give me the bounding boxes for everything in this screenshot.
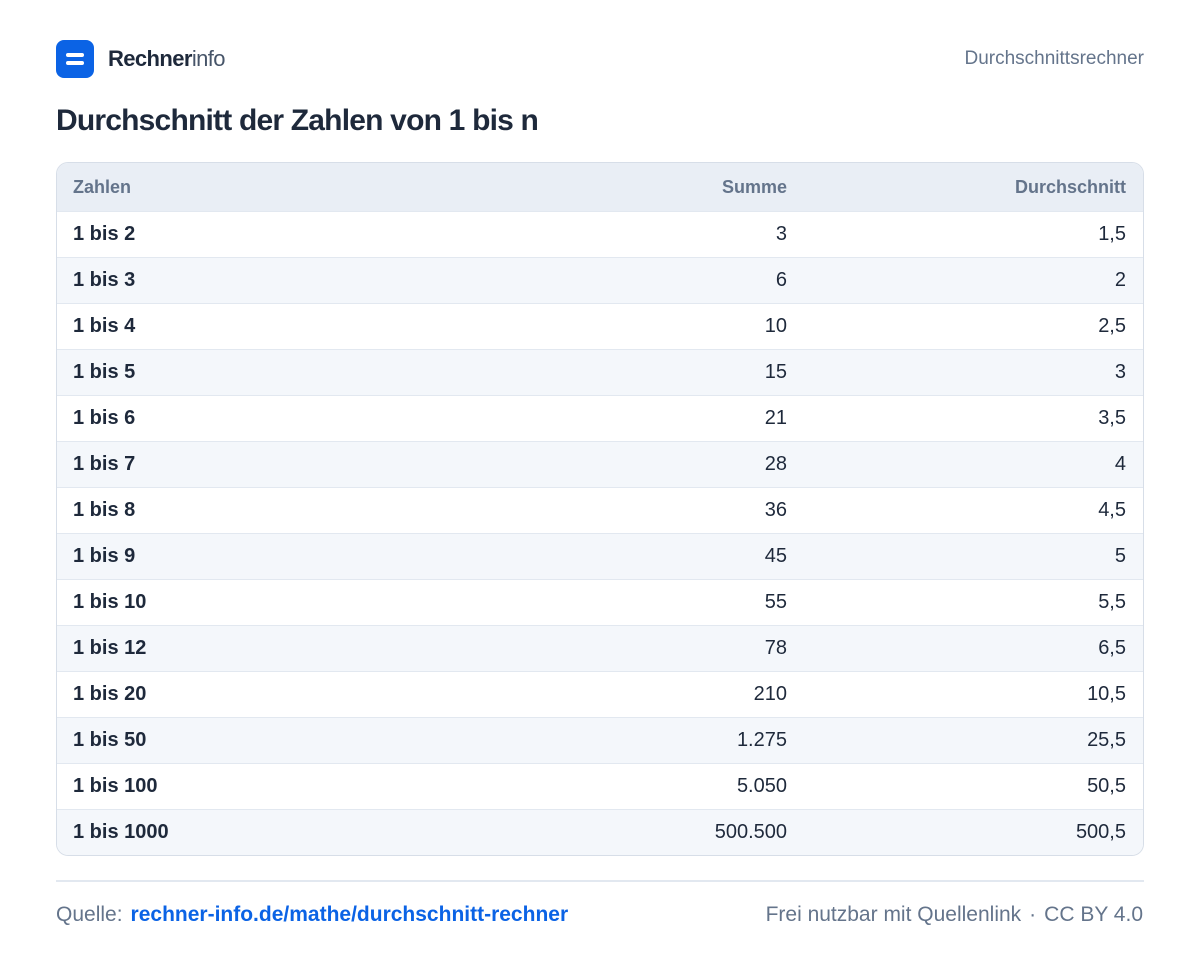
logo-icon <box>56 40 94 78</box>
brand-name: Rechnerinfo <box>108 46 226 72</box>
header: Rechnerinfo Durchschnittsrechner <box>56 40 1144 78</box>
cell-summe: 5.050 <box>736 775 787 797</box>
cell-zahlen: 1 bis 6 <box>73 407 136 429</box>
cell-durchschnitt: 50,5 <box>1087 775 1126 797</box>
cell-summe: 21 <box>764 407 787 429</box>
source-label: Quelle: <box>56 903 123 926</box>
table-row: 1 bis 2 3 1,5 <box>57 211 1143 257</box>
cell-durchschnitt: 500,5 <box>1075 821 1126 843</box>
source-link[interactable]: rechner-info.de/mathe/durchschnitt-rechn… <box>130 903 569 926</box>
cell-zahlen: 1 bis 4 <box>73 315 136 337</box>
cell-durchschnitt: 1,5 <box>1098 223 1126 245</box>
table-row: 1 bis 4 10 2,5 <box>57 303 1143 349</box>
license-separator: · <box>1029 903 1037 926</box>
header-calculator-label: Durchschnittsrechner <box>964 48 1144 69</box>
table-row: 1 bis 5 15 3 <box>57 349 1143 395</box>
footer: Quelle: rechner-info.de/mathe/durchschnit… <box>56 903 1143 927</box>
cell-durchschnitt: 2 <box>1114 269 1126 291</box>
cell-summe: 36 <box>764 499 787 521</box>
cell-zahlen: 1 bis 5 <box>73 361 136 383</box>
cell-summe: 15 <box>764 361 787 383</box>
license-text: Frei nutzbar mit Quellenlink <box>765 903 1022 926</box>
cell-zahlen: 1 bis 9 <box>73 545 136 567</box>
cell-durchschnitt: 25,5 <box>1087 729 1126 751</box>
brand-logo[interactable]: Rechnerinfo <box>56 40 226 78</box>
table-row: 1 bis 12 78 6,5 <box>57 625 1143 671</box>
column-header-durchschnitt: Durchschnitt <box>1014 176 1126 197</box>
cell-summe: 45 <box>764 545 787 567</box>
cell-zahlen: 1 bis 8 <box>73 499 136 521</box>
table-row: 1 bis 10 55 5,5 <box>57 579 1143 625</box>
table-row: 1 bis 3 6 2 <box>57 257 1143 303</box>
cell-zahlen: 1 bis 20 <box>73 683 147 705</box>
cell-zahlen: 1 bis 2 <box>73 223 136 245</box>
cell-durchschnitt: 5 <box>1114 545 1126 567</box>
cell-summe: 28 <box>764 453 787 475</box>
cell-durchschnitt: 2,5 <box>1098 315 1126 337</box>
cell-zahlen: 1 bis 50 <box>73 729 147 751</box>
footer-divider <box>56 880 1144 882</box>
cell-summe: 55 <box>764 591 787 613</box>
table-header-row: Zahlen Summe Durchschnitt <box>57 163 1143 211</box>
cell-summe: 210 <box>753 683 787 705</box>
page-title: Durchschnitt der Zahlen von 1 bis n <box>56 104 539 137</box>
footer-source: Quelle: rechner-info.de/mathe/durchschnit… <box>56 903 568 927</box>
cell-summe: 1.275 <box>736 729 787 751</box>
table-row: 1 bis 6 21 3,5 <box>57 395 1143 441</box>
cell-durchschnitt: 4 <box>1114 453 1126 475</box>
brand-name-light: info <box>191 46 226 71</box>
average-table: Zahlen Summe Durchschnitt 1 bis 2 3 1,5 1 b… <box>56 162 1144 856</box>
column-header-zahlen: Zahlen <box>73 176 132 197</box>
cell-summe: 3 <box>775 223 787 245</box>
column-header-summe: Summe <box>721 176 787 197</box>
table-row: 1 bis 50 1.275 25,5 <box>57 717 1143 763</box>
cell-summe: 10 <box>764 315 787 337</box>
table-row: 1 bis 100 5.050 50,5 <box>57 763 1143 809</box>
cell-zahlen: 1 bis 7 <box>73 453 136 475</box>
cell-zahlen: 1 bis 1000 <box>73 821 169 843</box>
cell-zahlen: 1 bis 12 <box>73 637 147 659</box>
cell-durchschnitt: 10,5 <box>1087 683 1126 705</box>
table-row: 1 bis 8 36 4,5 <box>57 487 1143 533</box>
table-row: 1 bis 20 210 10,5 <box>57 671 1143 717</box>
cell-durchschnitt: 5,5 <box>1098 591 1126 613</box>
cell-durchschnitt: 3,5 <box>1098 407 1126 429</box>
table-row: 1 bis 9 45 5 <box>57 533 1143 579</box>
cell-zahlen: 1 bis 10 <box>73 591 147 613</box>
cell-durchschnitt: 4,5 <box>1098 499 1126 521</box>
cell-zahlen: 1 bis 3 <box>73 269 136 291</box>
cell-durchschnitt: 3 <box>1114 361 1126 383</box>
cell-zahlen: 1 bis 100 <box>73 775 158 797</box>
brand-name-bold: Rechner <box>108 46 192 71</box>
footer-license: Frei nutzbar mit Quellenlink · CC BY 4.0 <box>766 903 1143 927</box>
table-row: 1 bis 7 28 4 <box>57 441 1143 487</box>
cell-summe: 6 <box>775 269 787 291</box>
license-name: CC BY 4.0 <box>1044 903 1143 926</box>
cell-summe: 78 <box>764 637 787 659</box>
cell-summe: 500.500 <box>714 821 787 843</box>
cell-durchschnitt: 6,5 <box>1098 637 1126 659</box>
table-row: 1 bis 1000 500.500 500,5 <box>57 809 1143 855</box>
